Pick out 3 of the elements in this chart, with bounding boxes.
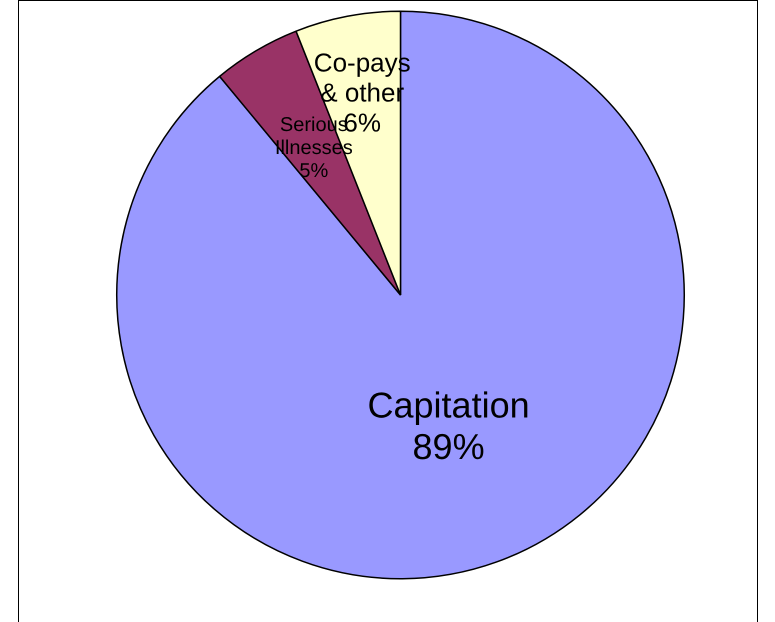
data-label: 5% <box>299 160 329 182</box>
data-label: 89% <box>412 426 485 468</box>
slice-label: Capitation <box>368 384 530 426</box>
